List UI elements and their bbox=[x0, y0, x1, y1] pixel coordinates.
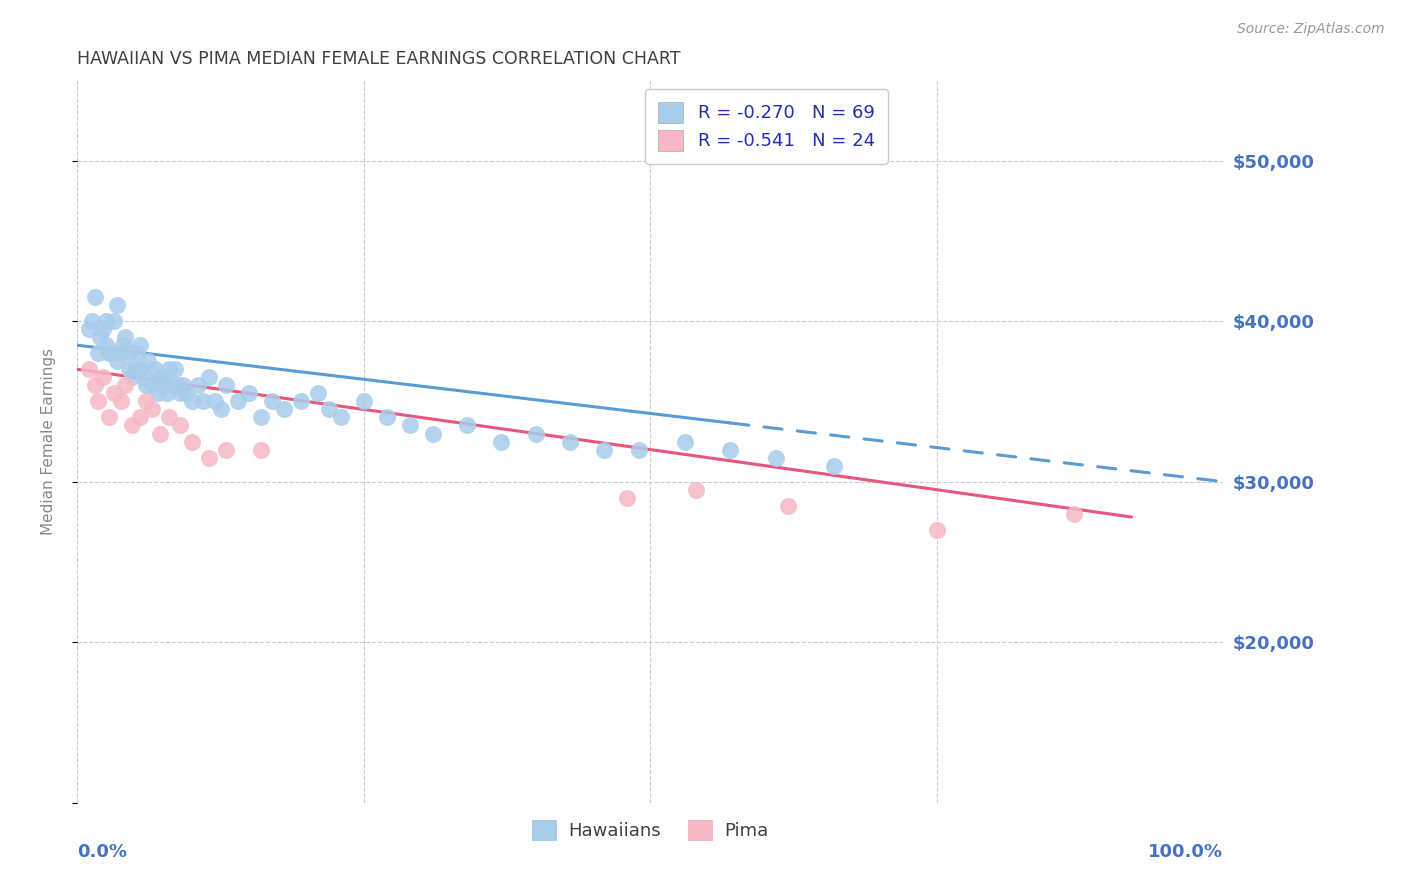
Point bbox=[720, 442, 742, 457]
Point bbox=[149, 370, 172, 384]
Point bbox=[169, 386, 191, 401]
Point bbox=[398, 418, 420, 433]
Point bbox=[209, 402, 232, 417]
Point bbox=[673, 434, 696, 449]
Point bbox=[215, 442, 238, 457]
Point bbox=[163, 362, 186, 376]
Point bbox=[174, 386, 197, 401]
Point bbox=[146, 386, 169, 401]
Point bbox=[823, 458, 845, 473]
Point bbox=[198, 450, 221, 465]
Point bbox=[273, 402, 295, 417]
Point bbox=[456, 418, 478, 433]
Point bbox=[87, 394, 110, 409]
Point bbox=[167, 378, 190, 392]
Point bbox=[152, 370, 174, 384]
Point bbox=[249, 410, 271, 425]
Point bbox=[118, 346, 141, 360]
Point bbox=[129, 410, 152, 425]
Point bbox=[187, 378, 209, 392]
Point bbox=[114, 378, 136, 392]
Point bbox=[491, 434, 513, 449]
Point bbox=[82, 314, 104, 328]
Point bbox=[765, 450, 787, 465]
Point bbox=[422, 426, 444, 441]
Point bbox=[593, 442, 616, 457]
Point bbox=[94, 338, 117, 352]
Point bbox=[132, 370, 155, 384]
Point bbox=[558, 434, 581, 449]
Point bbox=[83, 290, 105, 304]
Point bbox=[627, 442, 650, 457]
Point bbox=[107, 354, 129, 368]
Point bbox=[685, 483, 707, 497]
Point bbox=[138, 354, 160, 368]
Point bbox=[135, 378, 157, 392]
Point bbox=[112, 338, 135, 352]
Point bbox=[169, 418, 191, 433]
Point bbox=[118, 362, 141, 376]
Point bbox=[141, 378, 163, 392]
Point bbox=[290, 394, 312, 409]
Point bbox=[180, 394, 204, 409]
Point bbox=[125, 346, 148, 360]
Y-axis label: Median Female Earnings: Median Female Earnings bbox=[42, 348, 56, 535]
Point bbox=[121, 418, 143, 433]
Point bbox=[103, 314, 125, 328]
Point bbox=[143, 362, 166, 376]
Point bbox=[129, 362, 152, 376]
Point bbox=[925, 523, 948, 537]
Text: HAWAIIAN VS PIMA MEDIAN FEMALE EARNINGS CORRELATION CHART: HAWAIIAN VS PIMA MEDIAN FEMALE EARNINGS … bbox=[77, 50, 681, 68]
Point bbox=[77, 322, 100, 336]
Legend: Hawaiians, Pima: Hawaiians, Pima bbox=[524, 813, 776, 848]
Point bbox=[98, 346, 121, 360]
Point bbox=[204, 394, 226, 409]
Point bbox=[135, 394, 157, 409]
Point bbox=[776, 499, 799, 513]
Point bbox=[226, 394, 249, 409]
Point bbox=[124, 362, 146, 376]
Text: 100.0%: 100.0% bbox=[1149, 843, 1223, 861]
Text: 0.0%: 0.0% bbox=[77, 843, 128, 861]
Point bbox=[1063, 507, 1085, 521]
Point bbox=[114, 330, 136, 344]
Point bbox=[172, 378, 194, 392]
Text: Source: ZipAtlas.com: Source: ZipAtlas.com bbox=[1237, 22, 1385, 37]
Point bbox=[91, 322, 114, 336]
Point bbox=[157, 410, 180, 425]
Point bbox=[89, 330, 111, 344]
Point bbox=[198, 370, 221, 384]
Point bbox=[149, 426, 172, 441]
Point bbox=[249, 442, 271, 457]
Point bbox=[141, 402, 163, 417]
Point bbox=[353, 394, 375, 409]
Point bbox=[262, 394, 284, 409]
Point bbox=[87, 346, 110, 360]
Point bbox=[238, 386, 260, 401]
Point bbox=[107, 298, 129, 312]
Point bbox=[77, 362, 100, 376]
Point bbox=[318, 402, 340, 417]
Point bbox=[616, 491, 638, 505]
Point bbox=[215, 378, 238, 392]
Point bbox=[94, 314, 117, 328]
Point bbox=[129, 338, 152, 352]
Point bbox=[156, 386, 179, 401]
Point bbox=[160, 378, 183, 392]
Point bbox=[83, 378, 105, 392]
Point bbox=[91, 370, 114, 384]
Point bbox=[110, 394, 132, 409]
Point bbox=[157, 362, 180, 376]
Point bbox=[180, 434, 204, 449]
Point bbox=[524, 426, 547, 441]
Point bbox=[110, 346, 132, 360]
Point bbox=[121, 370, 143, 384]
Point bbox=[329, 410, 352, 425]
Point bbox=[98, 410, 121, 425]
Point bbox=[193, 394, 215, 409]
Point bbox=[100, 346, 122, 360]
Point bbox=[103, 386, 125, 401]
Point bbox=[307, 386, 329, 401]
Point bbox=[375, 410, 398, 425]
